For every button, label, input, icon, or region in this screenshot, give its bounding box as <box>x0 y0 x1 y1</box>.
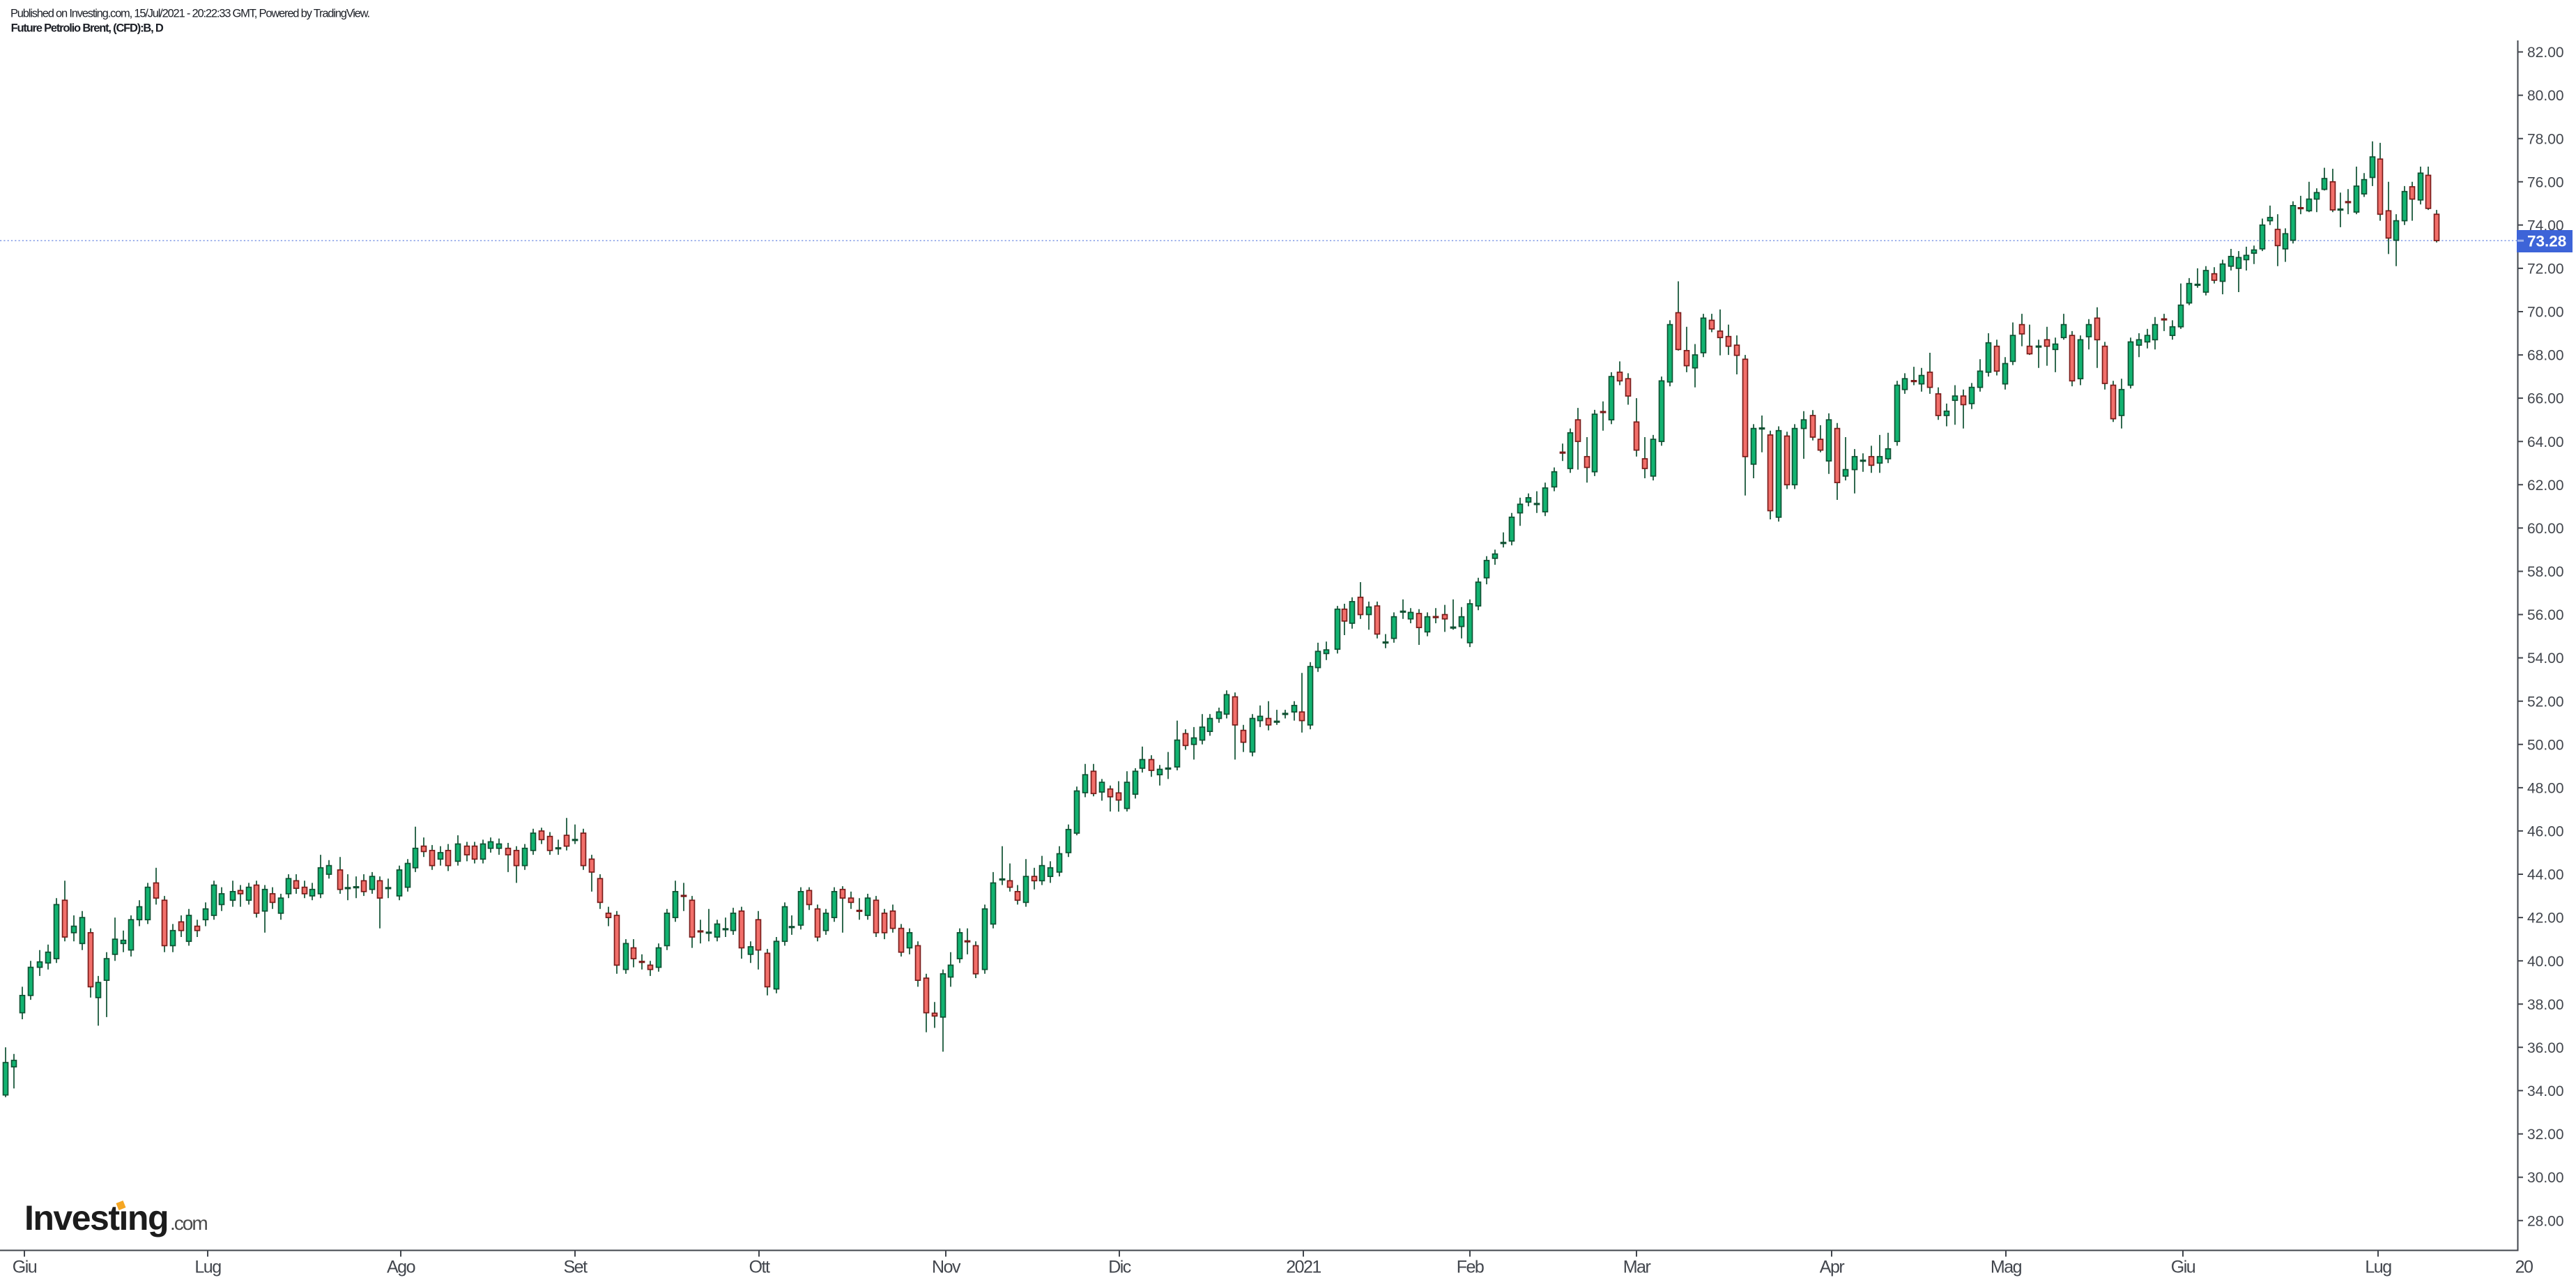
svg-text:66.00: 66.00 <box>2527 391 2564 407</box>
svg-text:32.00: 32.00 <box>2527 1127 2564 1143</box>
svg-text:2021: 2021 <box>1286 1257 1321 1277</box>
svg-text:36.00: 36.00 <box>2527 1040 2564 1056</box>
svg-text:42.00: 42.00 <box>2527 911 2564 927</box>
svg-text:74.00: 74.00 <box>2527 218 2564 234</box>
svg-text:80.00: 80.00 <box>2527 88 2564 104</box>
svg-text:56.00: 56.00 <box>2527 607 2564 623</box>
svg-text:82.00: 82.00 <box>2527 45 2564 61</box>
svg-text:Mag: Mag <box>1991 1257 2022 1277</box>
svg-text:Nov: Nov <box>932 1257 961 1277</box>
svg-text:Ott: Ott <box>749 1257 770 1277</box>
svg-text:Mar: Mar <box>1623 1257 1651 1277</box>
svg-text:34.00: 34.00 <box>2527 1083 2564 1099</box>
svg-text:28.00: 28.00 <box>2527 1213 2564 1229</box>
svg-text:78.00: 78.00 <box>2527 131 2564 147</box>
svg-text:40.00: 40.00 <box>2527 954 2564 970</box>
svg-text:73.28: 73.28 <box>2527 233 2566 250</box>
svg-text:38.00: 38.00 <box>2527 997 2564 1013</box>
svg-text:60.00: 60.00 <box>2527 521 2564 537</box>
svg-text:Dic: Dic <box>1108 1257 1131 1277</box>
svg-text:20: 20 <box>2515 1257 2533 1277</box>
svg-text:54.00: 54.00 <box>2527 650 2564 666</box>
svg-text:Apr: Apr <box>1820 1257 1845 1277</box>
svg-text:46.00: 46.00 <box>2527 824 2564 840</box>
svg-text:48.00: 48.00 <box>2527 781 2564 797</box>
svg-text:70.00: 70.00 <box>2527 305 2564 321</box>
svg-text:.com: .com <box>170 1212 207 1234</box>
svg-text:Lug: Lug <box>194 1257 221 1277</box>
svg-text:Published on Investing.com, 15: Published on Investing.com, 15/Jul/2021 … <box>10 8 369 20</box>
svg-text:58.00: 58.00 <box>2527 564 2564 580</box>
svg-text:Ago: Ago <box>387 1257 415 1277</box>
svg-text:Giu: Giu <box>2171 1257 2195 1277</box>
svg-text:44.00: 44.00 <box>2527 867 2564 883</box>
svg-text:Feb: Feb <box>1457 1257 1484 1277</box>
svg-text:30.00: 30.00 <box>2527 1170 2564 1186</box>
svg-text:Set: Set <box>563 1257 588 1277</box>
svg-text:62.00: 62.00 <box>2527 478 2564 494</box>
svg-text:76.00: 76.00 <box>2527 174 2564 190</box>
svg-text:72.00: 72.00 <box>2527 261 2564 277</box>
svg-text:64.00: 64.00 <box>2527 434 2564 450</box>
svg-text:68.00: 68.00 <box>2527 348 2564 364</box>
svg-text:Investıng: Investıng <box>24 1198 168 1237</box>
svg-text:50.00: 50.00 <box>2527 737 2564 753</box>
svg-text:Giu: Giu <box>13 1257 37 1277</box>
svg-text:Future Petrolio Brent, (CFD):B: Future Petrolio Brent, (CFD):B, D <box>11 22 164 35</box>
svg-text:52.00: 52.00 <box>2527 694 2564 710</box>
svg-text:Lug: Lug <box>2365 1257 2391 1277</box>
